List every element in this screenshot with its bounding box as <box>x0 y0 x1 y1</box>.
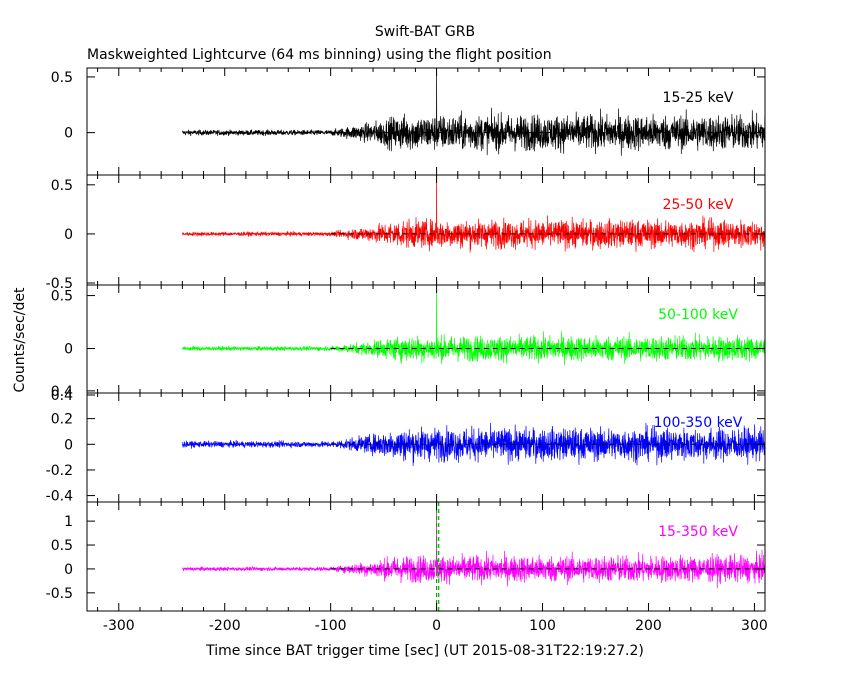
panel-5: 1 0.5 0 -0.5 15-350 keV <box>46 501 766 612</box>
y-tick-label: 1 <box>64 514 73 530</box>
y-tick-label: 0.4 <box>51 384 73 400</box>
x-tick-label: -100 <box>315 618 347 634</box>
y-tick-label: 0.4 <box>51 388 73 404</box>
panel-3: 0.5 0 0.4 50-100 keV <box>51 284 766 400</box>
band-label: 25-50 keV <box>663 197 734 213</box>
y-tick-label: 0 <box>64 437 73 453</box>
band-label: 15-25 keV <box>663 90 734 106</box>
panel-2: 0.5 0 -0.5 25-50 keV <box>46 174 766 292</box>
panel-frame <box>86 501 766 612</box>
x-tick-label: 300 <box>741 618 768 634</box>
x-tick-labels: -300 -200 -100 0 100 200 300 <box>103 618 768 634</box>
x-tick-label: -200 <box>209 618 241 634</box>
y-tick-label: 0 <box>64 126 73 142</box>
y-tick-label: -0.2 <box>46 463 73 479</box>
panel-frame <box>86 174 766 286</box>
band-label: 15-350 keV <box>658 524 738 540</box>
x-tick-label: 0 <box>432 618 441 634</box>
series-line <box>182 284 766 366</box>
y-tick-label: -0.5 <box>46 276 73 292</box>
y-tick-label: 0 <box>64 227 73 243</box>
y-tick-label: 0.5 <box>51 178 73 194</box>
x-tick-label: 100 <box>529 618 556 634</box>
panels-group: 0.5 0 15-25 keV 0.5 0 -0.5 25-50 keV 0.5 0 0.4 50-… <box>46 67 766 612</box>
y-tick-label: 0.5 <box>51 289 73 305</box>
y-tick-label: -0.4 <box>46 489 73 505</box>
y-tick-label: 0.5 <box>51 538 73 554</box>
series-line <box>182 422 766 466</box>
x-tick-label: 200 <box>635 618 662 634</box>
y-tick-label: 0 <box>64 342 73 358</box>
x-axis-label: Time since BAT trigger time [sec] (UT 20… <box>205 643 644 659</box>
y-axis-label: Counts/sec/det <box>12 287 28 392</box>
x-tick-label: -300 <box>103 618 135 634</box>
band-label: 50-100 keV <box>658 307 738 323</box>
panel-frame <box>86 284 766 394</box>
series-line <box>182 501 766 589</box>
y-tick-label: 0.2 <box>51 412 73 428</box>
y-tick-label: -0.5 <box>46 586 73 602</box>
chart-subtitle: Maskweighted Lightcurve (64 ms binning) … <box>87 47 552 63</box>
series-line <box>182 174 766 253</box>
chart-title: Swift-BAT GRB <box>375 24 475 40</box>
y-tick-label: 0 <box>64 562 73 578</box>
panel-1: 0.5 0 15-25 keV <box>51 67 766 176</box>
series-line <box>182 67 766 156</box>
panel-4: 0.4 0.2 0 -0.2 -0.4 100-350 keV <box>46 388 766 505</box>
band-label: 100-350 keV <box>654 415 743 431</box>
y-tick-label: 0.5 <box>51 70 73 86</box>
